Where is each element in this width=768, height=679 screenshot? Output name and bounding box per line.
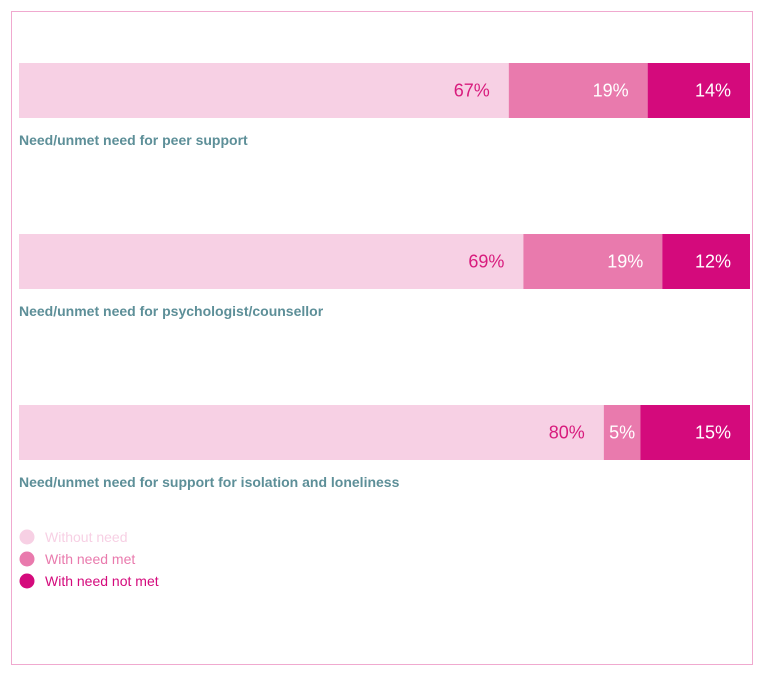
bar-segment-1-3 <box>647 63 750 118</box>
data-label-2-1: 69% <box>468 252 504 272</box>
legend-marker-3 <box>19 573 35 589</box>
bar-segment-2-1 <box>19 234 524 289</box>
legend-label-2: With need met <box>45 551 135 567</box>
bar-segment-2-3 <box>662 234 750 289</box>
bar-segment-1-1 <box>19 63 509 118</box>
legend-label-1: Without need <box>45 529 128 545</box>
bar-segment-3-3 <box>640 405 750 460</box>
legend-marker-1 <box>19 529 35 545</box>
data-label-1-1: 67% <box>454 81 490 101</box>
data-label-2-2: 19% <box>607 252 643 272</box>
legend-label-3: With need not met <box>45 573 159 589</box>
data-label-3-2: 5% <box>609 423 635 443</box>
data-label-1-2: 19% <box>593 81 629 101</box>
data-label-1-3: 14% <box>695 81 731 101</box>
category-label-1: Need/unmet need for peer support <box>19 132 248 148</box>
bar-segment-1-2 <box>508 63 648 118</box>
bar-segment-3-2 <box>603 405 641 460</box>
bar-segment-2-2 <box>523 234 663 289</box>
data-label-2-3: 12% <box>695 252 731 272</box>
data-label-3-3: 15% <box>695 423 731 443</box>
category-label-3: Need/unmet need for support for isolatio… <box>19 474 400 490</box>
data-label-3-1: 80% <box>549 423 585 443</box>
category-label-2: Need/unmet need for psychologist/counsel… <box>19 303 324 319</box>
chart-frame <box>11 11 753 665</box>
bar-segment-3-1 <box>19 405 604 460</box>
legend-marker-2 <box>19 551 35 567</box>
